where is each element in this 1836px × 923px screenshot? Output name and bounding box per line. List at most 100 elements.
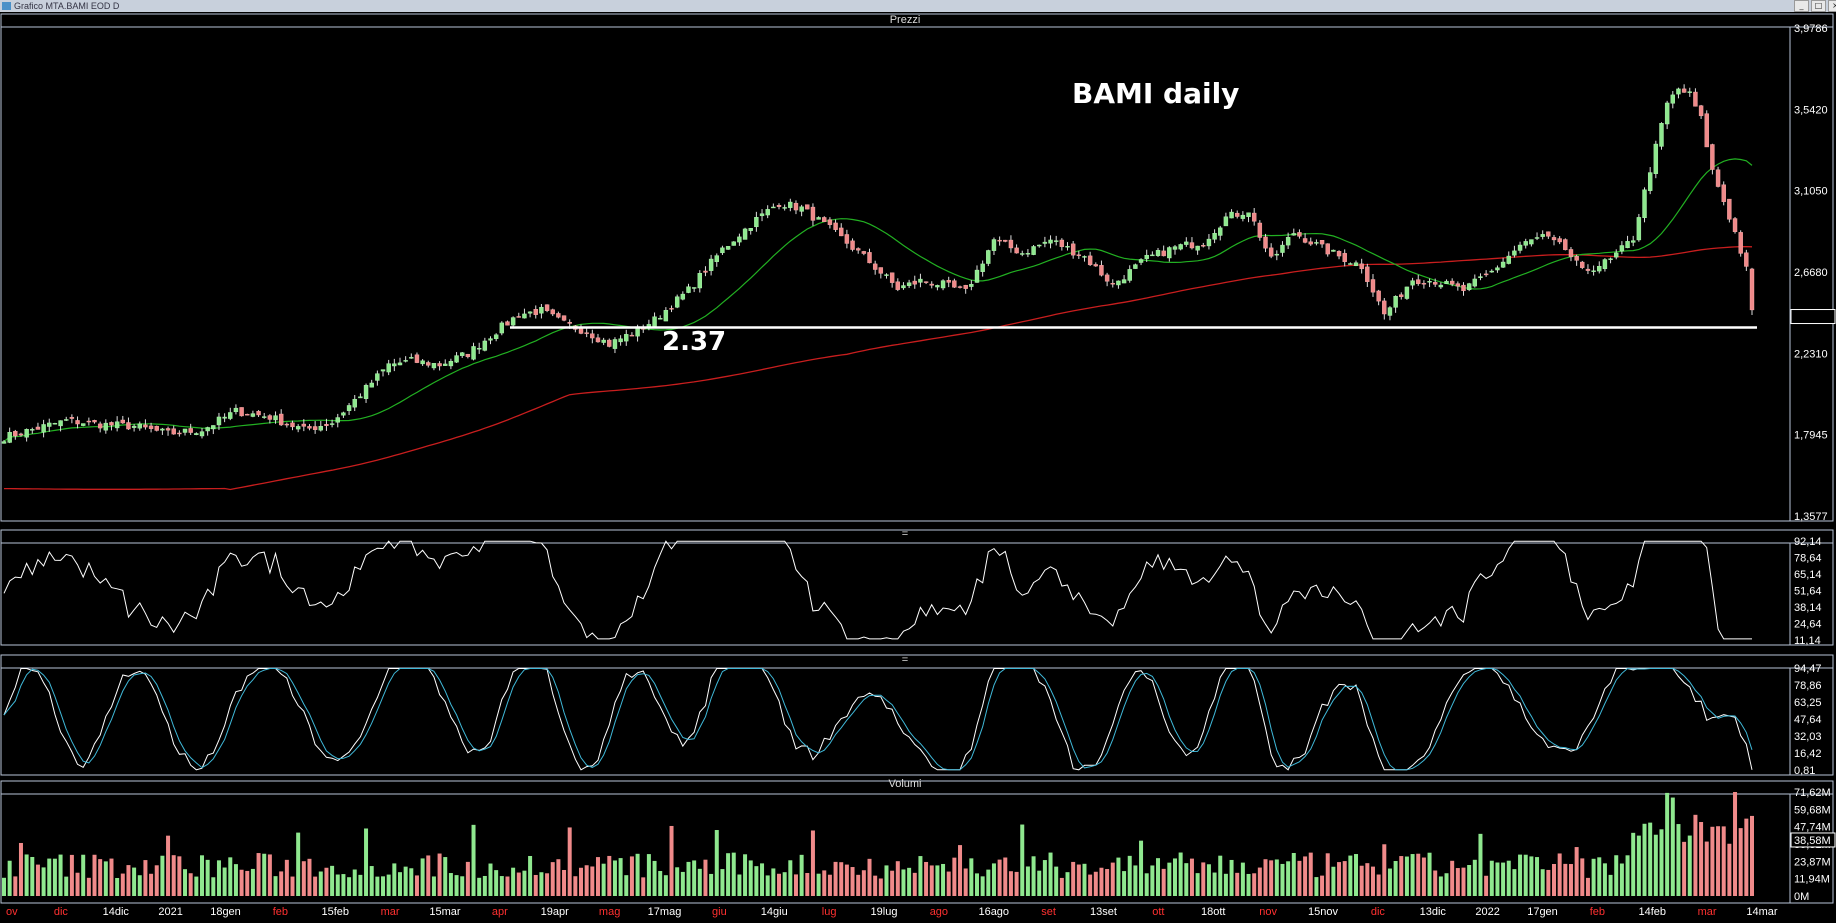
candlestick [1687,87,1692,97]
candlestick [805,204,810,210]
candle-body-down [256,411,261,416]
candle-body-up [1647,172,1653,191]
candle-body-up [708,258,714,271]
candle-body-up [1206,238,1212,247]
candlestick [550,308,555,317]
x-axis-label: 13set [1090,906,1117,918]
candle-body-down [1235,212,1240,217]
volume-bar-down [1337,862,1342,896]
maximize-icon[interactable]: □ [1811,0,1826,12]
candlestick [878,267,884,279]
moving-average-slow [4,245,1753,491]
volume-bar-up [646,854,651,896]
candlestick [963,284,968,294]
x-axis-label: 16ago [978,906,1009,918]
moving-average-fast [3,158,1753,443]
candle-body-up [1427,281,1432,283]
minimize-icon[interactable]: _ [1794,0,1809,12]
candle-body-down [92,420,97,423]
candlestick [946,276,951,288]
candle-body-down [827,219,833,225]
candle-body-down [188,428,193,433]
candlestick [216,412,222,430]
volume-bar-up [663,875,668,896]
candle-body-down [578,327,584,334]
candlestick [1444,279,1449,284]
candle-body-up [1172,246,1178,250]
candlestick [1235,210,1240,219]
volume-bar-down [550,862,555,896]
candle-body-down [607,339,612,347]
candle-body-up [222,416,227,419]
window-controls: _ □ × [1794,0,1836,12]
volume-bar-down [1088,874,1093,896]
candle-body-down [1732,218,1738,233]
candle-body-down [1070,243,1076,256]
candle-body-down [1557,238,1562,243]
volume-bar-down [805,873,810,896]
candlestick [1302,233,1308,244]
candle-body-up [1150,254,1155,257]
candlestick [177,430,182,437]
candle-body-down [1319,240,1325,245]
volume-bar-down [958,845,963,896]
candle-body-up [1676,88,1681,95]
candlestick [262,412,267,419]
candle-body-down [1580,261,1585,268]
candle-body-down [810,206,816,221]
candle-body-down [957,286,963,288]
volume-bar-up [499,876,504,896]
candle-body-up [1178,244,1183,250]
volume-bar-up [1665,792,1670,896]
volume-bar-down [878,878,883,896]
candle-body-up [1274,253,1280,256]
candlestick [612,337,618,354]
candle-body-up [884,274,889,276]
volume-panel-title: Volumi [888,778,921,790]
volume-bar-up [652,860,657,896]
candle-body-down [669,308,674,310]
candlestick [301,419,307,432]
candle-body-up [205,427,210,432]
candle-body-up [1116,280,1121,286]
candle-body-up [1240,214,1246,219]
candlestick [160,427,165,435]
candle-body-up [674,296,680,308]
oscillator-1-axis-tick: 38,14 [1794,602,1822,614]
candle-body-up [1025,253,1031,255]
candlestick [1116,280,1121,289]
x-axis-label: lug [822,906,837,918]
separator-2[interactable]: = [902,654,908,666]
candle-body-up [24,429,29,438]
candle-body-up [1218,227,1223,236]
candlestick [1631,235,1636,247]
candlestick [369,379,374,388]
x-axis-label: 17mag [648,906,682,918]
volume-bar-down [1235,872,1240,896]
volume-bar-down [822,870,827,896]
volume-bar-up [1184,863,1189,896]
close-icon[interactable]: × [1828,0,1836,12]
volume-bar-up [1506,860,1511,896]
candle-body-up [335,417,340,423]
volume-bar-down [1484,875,1489,896]
candle-body-down [1325,243,1330,255]
candlestick [278,409,284,426]
candle-body-up [448,360,454,367]
candlestick [1297,229,1302,239]
separator-1[interactable]: = [902,528,908,540]
volume-bar-down [607,855,612,896]
candlestick [13,429,18,440]
volume-bar-up [341,874,346,896]
candle-body-down [595,337,601,343]
candle-body-down [1551,237,1557,241]
volume-bar-down [1382,844,1387,896]
candle-body-up [1291,233,1296,236]
candlestick [895,278,900,292]
candle-body-up [1348,263,1353,265]
candle-body-down [1008,239,1014,249]
volume-bar-up [81,854,86,896]
candlestick [126,417,131,430]
candlestick [92,419,97,424]
